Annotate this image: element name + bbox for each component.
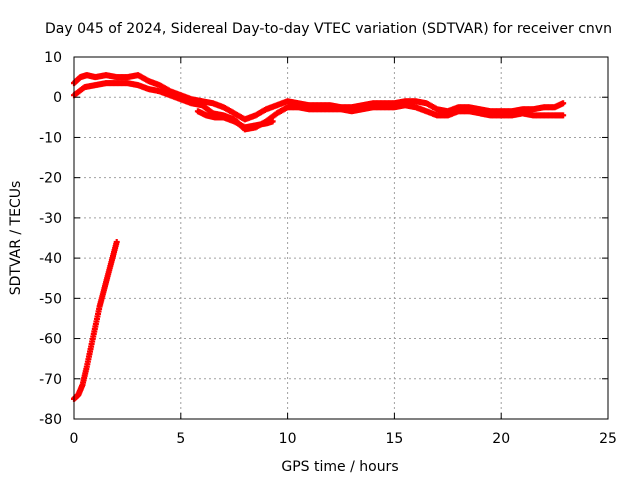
axis-ticks	[73, 56, 609, 420]
y-tick-label: -40	[39, 251, 62, 267]
y-axis-label: SDTVAR / TECUs	[8, 181, 24, 296]
y-tick-label: 10	[44, 50, 62, 66]
y-tick-labels: 10 0 -10 -20 -30 -40 -50 -60 -70 -80	[39, 50, 62, 428]
y-tick-label: -30	[39, 211, 62, 227]
x-tick-label: 20	[492, 431, 510, 447]
y-tick-label: -20	[39, 171, 62, 187]
data-point	[113, 239, 120, 246]
data-points	[71, 72, 567, 402]
y-tick-label: -60	[39, 332, 62, 348]
x-axis-label: GPS time / hours	[281, 459, 398, 475]
y-tick-label: 0	[53, 90, 62, 106]
series-main-track-upper	[71, 72, 567, 123]
x-tick-label: 5	[176, 431, 185, 447]
x-tick-label: 10	[279, 431, 297, 447]
x-tick-labels: 0 5 10 15 20 25	[70, 431, 617, 447]
chart-title: Day 045 of 2024, Sidereal Day-to-day VTE…	[45, 21, 612, 37]
data-point	[560, 100, 567, 107]
grid	[74, 57, 608, 419]
data-point	[560, 112, 567, 119]
y-tick-label: -70	[39, 372, 62, 388]
series-descending-track	[71, 239, 120, 402]
series-side-branch	[194, 108, 276, 131]
x-tick-label: 15	[385, 431, 403, 447]
y-tick-label: -50	[39, 291, 62, 307]
x-tick-label: 25	[599, 431, 617, 447]
y-tick-label: -80	[39, 412, 62, 428]
x-tick-label: 0	[70, 431, 79, 447]
plot-frame	[73, 56, 609, 420]
y-tick-label: -10	[39, 130, 62, 146]
data-point	[269, 118, 276, 125]
